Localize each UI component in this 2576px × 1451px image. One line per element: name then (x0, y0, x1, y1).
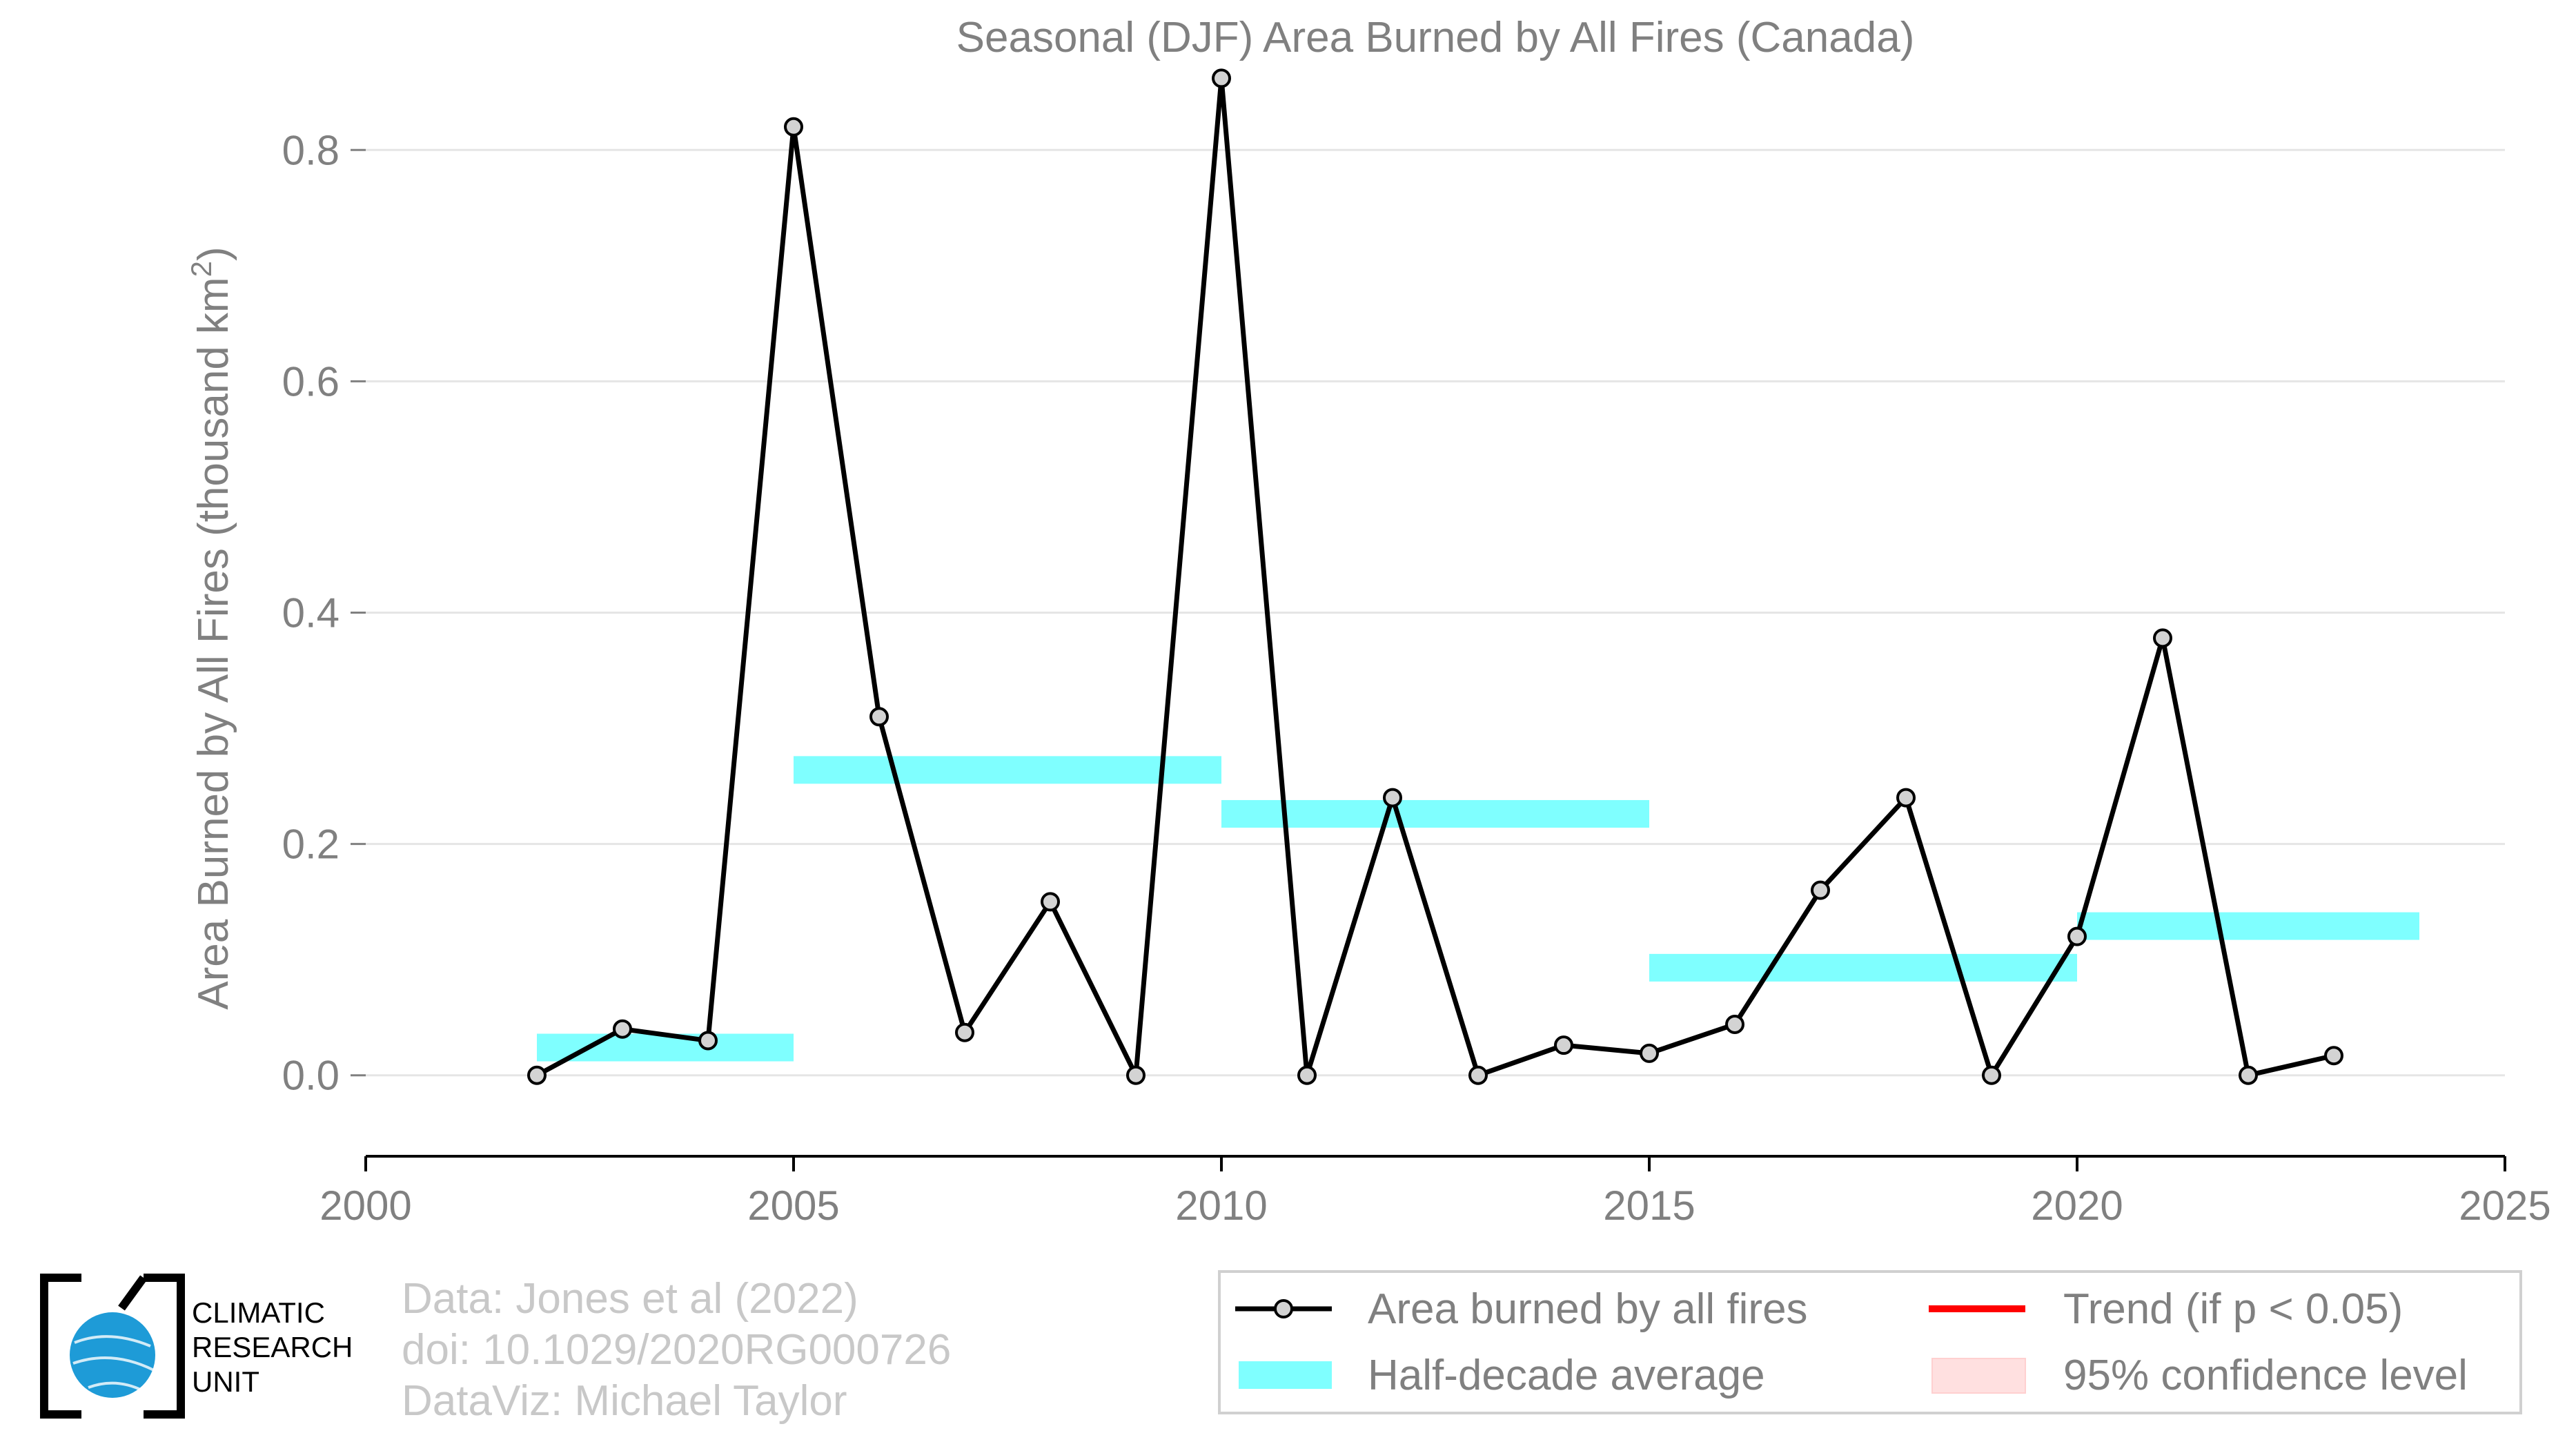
data-point-2014 (1554, 1035, 1573, 1055)
logo-line-3: UNIT (192, 1365, 259, 1398)
data-point-2013 (1468, 1065, 1488, 1085)
series-line-0 (535, 75, 2334, 1078)
data-point-2006 (869, 707, 889, 727)
credit-line-doi: doi: 10.1029/2020RG000726 (402, 1326, 952, 1374)
data-point-2011 (1297, 1065, 1317, 1085)
data-point-2018 (1896, 788, 1916, 808)
data-point-2023 (2324, 1046, 2343, 1066)
y-axis-label: Area Burned by All Fires (thousand km2) (185, 246, 237, 1009)
legend-label-series: Area burned by all fires (1368, 1285, 1808, 1333)
y-axis-label-close: ) (190, 246, 237, 261)
x-tick-label-2: 2010 (1175, 1182, 1267, 1229)
half-decade-band-2 (1221, 800, 1649, 828)
half-decade-band-0 (537, 1033, 794, 1062)
data-point-2015 (1640, 1043, 1659, 1063)
y-tick-label-1: 0.2 (282, 821, 340, 868)
data-point-2020 (2067, 926, 2087, 946)
globe-icon (70, 1312, 155, 1398)
half-decade-band-3 (1649, 953, 2077, 982)
legend-swatch-band (1239, 1361, 1332, 1389)
x-tick-label-1: 2005 (747, 1182, 839, 1229)
data-point-2002 (527, 1065, 547, 1085)
y-tick-label-4: 0.8 (282, 127, 340, 173)
data-point-2008 (1041, 892, 1060, 912)
legend-label-band: Half-decade average (1368, 1352, 1765, 1399)
y-axis-label-superscript: 2 (185, 261, 217, 277)
data-point-2007 (955, 1022, 974, 1042)
logo-line-1: CLIMATIC (192, 1296, 325, 1329)
data-point-2004 (698, 1031, 718, 1051)
data-point-2019 (1982, 1065, 2001, 1085)
x-tick-label-4: 2020 (2031, 1182, 2123, 1229)
legend: Area burned by all fires Trend (if p < 0… (1218, 1270, 2522, 1414)
y-axis-label-main: Area Burned by All Fires (thousand km (190, 277, 237, 1009)
legend-swatch-marker (1274, 1299, 1293, 1318)
data-point-2017 (1811, 880, 1830, 900)
y-axis: 0.0 0.2 0.4 0.6 0.8 (282, 127, 366, 1099)
data-point-2009 (1126, 1065, 1146, 1085)
half-decade-band-4 (2077, 912, 2419, 940)
data-point-2021 (2153, 628, 2172, 648)
legend-box (1218, 1270, 2522, 1414)
data-point-2016 (1725, 1014, 1744, 1034)
y-tick-label-3: 0.6 (282, 358, 340, 405)
legend-swatch-confidence (1931, 1358, 2026, 1394)
data-credits: Data: Jones et al (2022) doi: 10.1029/20… (402, 1274, 951, 1427)
data-point-2010 (1212, 68, 1231, 88)
legend-label-confidence: 95% confidence level (2063, 1352, 2468, 1399)
y-tick-label-2: 0.4 (282, 590, 340, 636)
y-tick-label-0: 0.0 (282, 1053, 340, 1099)
data-point-2022 (2239, 1065, 2258, 1085)
half-decade-band-1 (794, 756, 1221, 784)
x-tick-label-5: 2025 (2459, 1182, 2550, 1229)
logo-line-2: RESEARCH (192, 1331, 353, 1363)
cru-logo: CLIMATIC RESEARCH UNIT (40, 1274, 385, 1419)
data-point-2005 (784, 117, 803, 137)
data-point-2003 (613, 1019, 632, 1039)
half-decade-bands (537, 756, 2419, 1062)
x-tick-label-3: 2015 (1603, 1182, 1695, 1229)
cru-logo-emblem (40, 1274, 185, 1419)
logo-text: CLIMATIC RESEARCH UNIT (192, 1296, 353, 1399)
legend-label-trend: Trend (if p < 0.05) (2063, 1285, 2403, 1333)
grid-lines (366, 148, 2505, 1077)
credit-line-data: Data: Jones et al (2022) (402, 1275, 858, 1323)
data-point-2012 (1383, 788, 1402, 808)
x-tick-label-0: 2000 (319, 1182, 411, 1229)
data-series (527, 68, 2343, 1085)
chart-title: Seasonal (DJF) Area Burned by All Fires … (956, 14, 1915, 61)
credit-line-dataviz: DataViz: Michael Taylor (402, 1377, 847, 1425)
x-axis: 2000 2005 2010 2015 2020 2025 (319, 1155, 2551, 1229)
